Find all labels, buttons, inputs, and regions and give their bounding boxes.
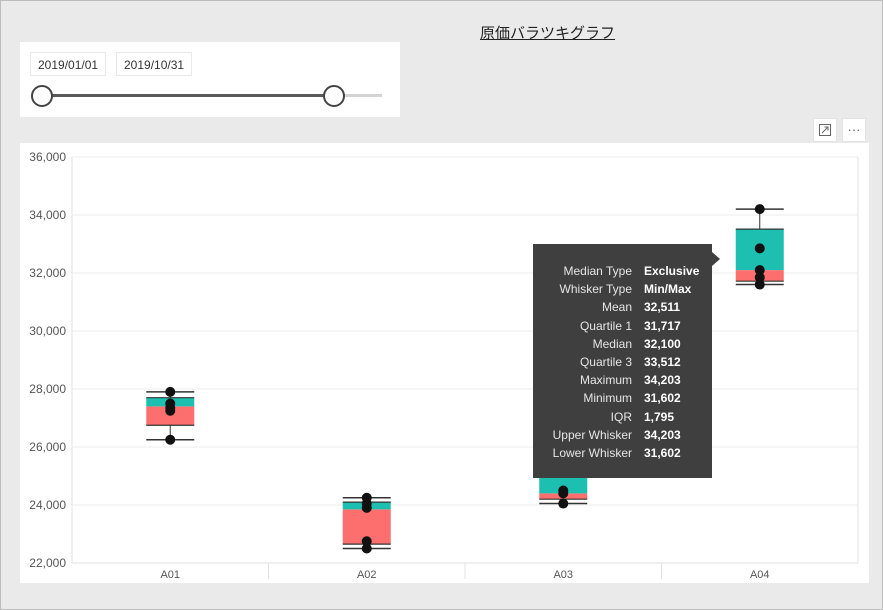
slider-end-handle[interactable]	[323, 85, 346, 107]
data-point	[361, 536, 372, 547]
tooltip-label: Median Type	[563, 264, 633, 278]
tooltip-label: Median	[592, 336, 632, 351]
tooltip-value: 31,717	[644, 318, 681, 333]
tooltip-value: 33,512	[644, 354, 681, 369]
x-tick-label: A02	[357, 569, 377, 581]
tooltip-row: Median 32,100	[533, 335, 712, 353]
tooltip-value: 32,511	[644, 300, 681, 315]
y-tick-label: 26,000	[29, 440, 66, 454]
tooltip-label: Maximum	[579, 373, 632, 388]
data-point	[558, 485, 569, 496]
y-tick-label: 28,000	[29, 382, 66, 396]
tooltip-row: IQR 1,795	[533, 408, 712, 426]
data-point	[165, 386, 176, 397]
tooltip-label: Mean	[601, 300, 632, 315]
x-tick-label: A03	[553, 569, 573, 581]
y-tick-label: 34,000	[29, 208, 66, 222]
end-date-input[interactable]: 2019/10/31	[116, 52, 193, 76]
x-tick-label: A04	[750, 569, 770, 581]
more-options-icon[interactable]: ···	[842, 118, 866, 142]
tooltip-value: 32,100	[644, 336, 681, 351]
tooltip-row: Minimum 31,602	[533, 389, 712, 407]
data-point	[165, 398, 176, 409]
tooltip-label: Whisker Type	[559, 282, 632, 297]
start-date-input[interactable]: 2019/01/01	[30, 52, 107, 76]
tooltip-row: Quartile 1 31,717	[533, 317, 712, 335]
tooltip-label: IQR	[610, 409, 632, 424]
report-title: 原価バラツキグラフ	[480, 25, 616, 42]
data-point	[361, 543, 372, 554]
data-point	[754, 279, 765, 290]
tooltip-label: Quartile 1	[579, 318, 632, 333]
data-point	[361, 492, 372, 503]
slider-start-handle[interactable]	[31, 85, 53, 107]
tooltip-value: 1,795	[644, 409, 675, 424]
y-tick-label: 22,000	[29, 556, 66, 570]
data-point	[165, 434, 176, 445]
focus-mode-glyph	[819, 124, 831, 136]
tooltip-value: 31,602	[644, 391, 681, 406]
tooltip-value: 34,203	[644, 427, 681, 442]
y-tick-label: 32,000	[29, 266, 66, 280]
tooltip-row: Quartile 3 33,512	[533, 353, 712, 371]
tooltip-label: Upper Whisker	[552, 427, 632, 442]
tooltip-row: Upper Whisker 34,203	[533, 426, 712, 444]
tooltip-label: Quartile 3	[579, 354, 632, 369]
tooltip-value: 31,602	[644, 445, 681, 460]
y-tick-label: 24,000	[29, 498, 66, 512]
date-range-slicer[interactable]: 2019/01/01 2019/10/31	[20, 42, 400, 117]
data-point	[754, 243, 765, 254]
focus-mode-icon[interactable]	[813, 118, 837, 142]
tooltip-row: Median Type Exclusive	[533, 262, 712, 280]
tooltip-row: Whisker Type Min/Max	[533, 280, 712, 298]
tooltip-row: Lower Whisker 31,602	[533, 444, 712, 462]
y-tick-label: 30,000	[29, 324, 66, 338]
tooltip-row: Maximum 34,203	[533, 371, 712, 389]
tooltip-value: 34,203	[644, 373, 681, 388]
data-point	[558, 498, 569, 509]
tooltip-row: Mean 32,511	[533, 298, 712, 316]
tooltip-label: Lower Whisker	[552, 445, 632, 460]
data-point	[754, 204, 765, 215]
tooltip-label: Minimum	[583, 391, 632, 406]
tooltip-value: Min/Max	[644, 282, 692, 297]
box-plot-chart: 22,000 24,000 26,000 28,000 30,000 32,000 34,0…	[29, 150, 859, 581]
data-point	[754, 272, 765, 283]
data-point	[754, 265, 765, 276]
chart-tooltip: Median Type Exclusive Whisker Type Min/Max M…	[533, 244, 720, 478]
slider-selected-track[interactable]	[42, 94, 335, 97]
x-tick-label: A01	[160, 569, 180, 581]
slider-unselected-track[interactable]	[334, 94, 382, 97]
tooltip-value: Exclusive	[644, 264, 700, 278]
y-tick-label: 36,000	[29, 150, 66, 164]
tooltip-arrow	[712, 252, 720, 266]
chart-panel: 22,000 24,000 26,000 28,000 30,000 32,000 34,0…	[20, 143, 869, 583]
lower-box	[146, 406, 195, 426]
